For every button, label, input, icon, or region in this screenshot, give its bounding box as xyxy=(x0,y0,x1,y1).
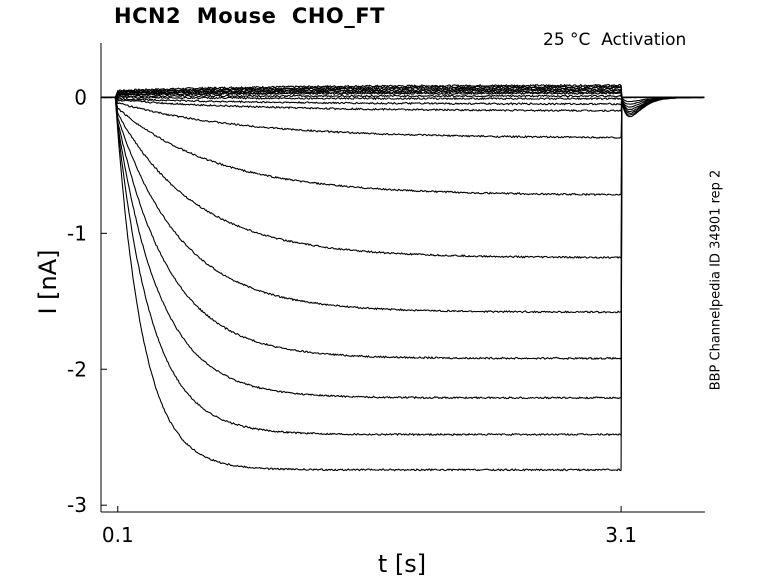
y-tick-label: -3 xyxy=(67,493,87,517)
current-trace-14 xyxy=(101,96,705,260)
current-trace-7 xyxy=(101,91,705,99)
current-trace-18 xyxy=(101,96,705,437)
current-trace-15 xyxy=(101,96,705,314)
y-tick-label: 0 xyxy=(74,85,87,109)
axes xyxy=(100,43,705,513)
current-trace-11 xyxy=(101,96,705,113)
current-trace-12 xyxy=(101,96,705,139)
x-axis-label: t [s] xyxy=(377,550,427,578)
current-trace-16 xyxy=(101,96,705,361)
current-trace-10 xyxy=(101,96,705,106)
y-axis-label: I [nA] xyxy=(34,249,62,315)
current-trace-3 xyxy=(101,86,705,99)
x-tick-label: 3.1 xyxy=(605,523,637,547)
y-tick-label: -2 xyxy=(67,357,87,381)
y-tick-label: -1 xyxy=(67,221,87,245)
source-label: BBP Channelpedia ID 34901 rep 2 xyxy=(708,169,724,391)
traces xyxy=(101,83,705,472)
current-trace-17 xyxy=(101,96,705,400)
current-trace-9 xyxy=(101,95,705,101)
current-trace-8 xyxy=(101,94,705,99)
tick-labels: 0 -1 -2 -3 0.1 3.1 xyxy=(67,85,637,547)
current-trace-1 xyxy=(101,83,705,99)
chart-title: HCN2 Mouse CHO_FT xyxy=(114,4,385,28)
x-tick-label: 0.1 xyxy=(102,523,134,547)
current-trace-19 xyxy=(101,96,705,472)
protocol-annotation: 25 °C Activation xyxy=(543,30,687,50)
current-trace-13 xyxy=(101,96,705,196)
